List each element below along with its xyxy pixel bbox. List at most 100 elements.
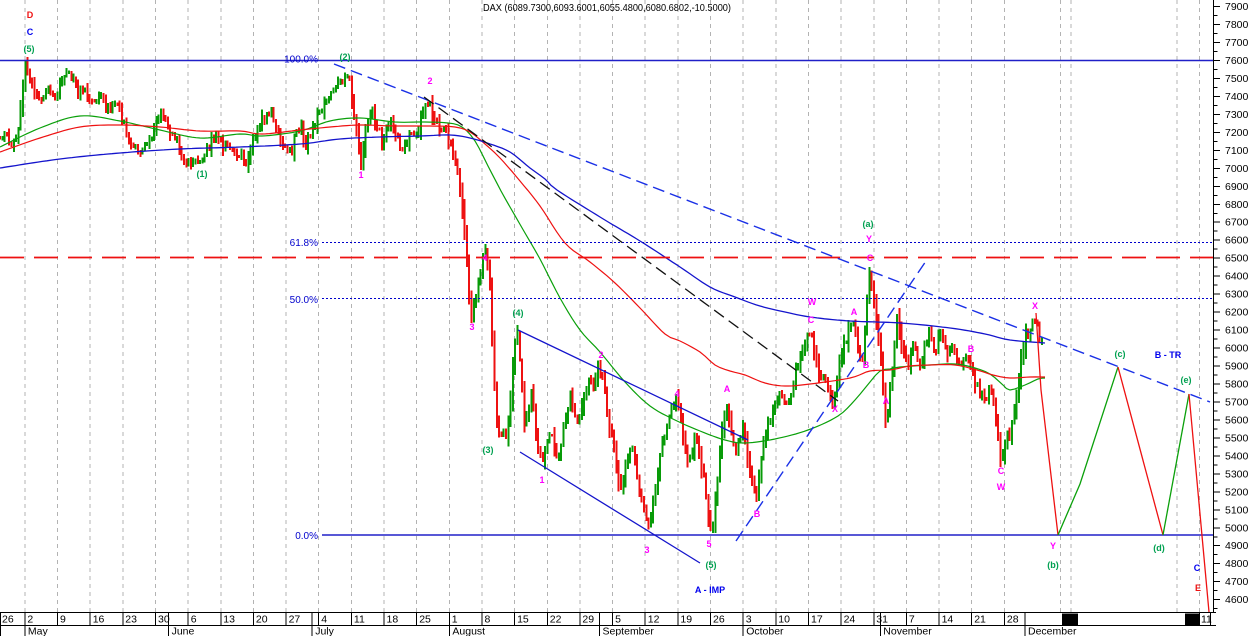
svg-text:7000: 7000 [1225,163,1249,175]
svg-text:13: 13 [223,614,235,626]
svg-text:11: 11 [1201,614,1212,626]
svg-text:(5): (5) [24,44,35,54]
svg-text:12: 12 [648,614,660,626]
svg-text:26: 26 [713,614,725,626]
svg-text:November: November [883,626,932,636]
svg-text:5700: 5700 [1225,397,1249,409]
svg-text:4600: 4600 [1225,594,1249,606]
svg-text:2: 2 [427,76,432,86]
svg-text:19: 19 [680,614,692,626]
svg-text:5900: 5900 [1225,361,1249,373]
svg-text:6900: 6900 [1225,181,1249,193]
svg-text:26: 26 [2,614,14,626]
svg-text:6800: 6800 [1225,199,1249,211]
svg-text:31: 31 [876,614,888,626]
svg-text:18: 18 [387,614,399,626]
svg-text:10: 10 [778,614,790,626]
svg-text:7400: 7400 [1225,91,1249,103]
svg-text:8: 8 [485,614,491,626]
svg-text:100.0%: 100.0% [284,55,318,66]
svg-text:5: 5 [615,614,621,626]
svg-text:1: 1 [358,170,363,180]
svg-text:24: 24 [844,614,856,626]
svg-text:5: 5 [706,539,711,549]
svg-text:(c): (c) [1115,349,1126,359]
svg-text:28: 28 [1007,614,1019,626]
svg-text:B - TR: B - TR [1155,350,1182,360]
svg-text:27: 27 [289,614,301,626]
svg-text:7600: 7600 [1225,55,1249,67]
svg-text:B: B [863,360,870,370]
svg-text:A: A [883,396,890,406]
svg-text:(4): (4) [513,308,524,318]
svg-text:6400: 6400 [1225,271,1249,283]
svg-text:D: D [27,10,34,20]
svg-text:(3): (3) [483,445,494,455]
svg-text:6600: 6600 [1225,235,1249,247]
svg-text:4: 4 [674,389,679,399]
svg-text:C: C [808,315,815,325]
svg-text:7: 7 [909,614,915,626]
svg-text:5600: 5600 [1225,414,1249,426]
svg-text:June: June [172,626,195,636]
svg-text:17: 17 [811,614,823,626]
svg-text:5200: 5200 [1225,486,1249,498]
svg-text:(a): (a) [863,219,874,229]
svg-text:6300: 6300 [1225,289,1249,301]
svg-text:E: E [1195,583,1201,593]
svg-text:A: A [851,307,858,317]
svg-text:3: 3 [746,614,752,626]
svg-text:7300: 7300 [1225,109,1249,121]
svg-text:50.0%: 50.0% [290,295,318,306]
svg-text:5300: 5300 [1225,468,1249,480]
svg-text:6000: 6000 [1225,343,1249,355]
svg-text:7900: 7900 [1225,1,1249,13]
svg-text:B: B [968,344,975,354]
svg-text:C: C [998,466,1005,476]
svg-text:7500: 7500 [1225,73,1249,85]
svg-text:B: B [754,509,761,519]
svg-text:(1): (1) [197,169,208,179]
svg-text:October: October [746,626,784,636]
svg-text:(5): (5) [706,560,717,570]
svg-text:5100: 5100 [1225,504,1249,516]
svg-text:11: 11 [354,614,365,626]
svg-text:7100: 7100 [1225,145,1249,157]
svg-text:5500: 5500 [1225,432,1249,444]
svg-text:3: 3 [644,545,649,555]
svg-text:September: September [603,626,655,636]
svg-text:15: 15 [517,614,529,626]
svg-text:X: X [832,404,838,414]
svg-text:0.0%: 0.0% [295,531,318,542]
svg-text:6100: 6100 [1225,325,1249,337]
svg-text:A: A [724,384,731,394]
svg-text:9: 9 [60,614,66,626]
svg-text:1: 1 [452,614,458,626]
svg-text:23: 23 [125,614,137,626]
svg-text:Y: Y [1050,541,1056,551]
svg-text:2: 2 [27,614,33,626]
svg-text:5400: 5400 [1225,450,1249,462]
svg-text:5800: 5800 [1225,379,1249,391]
svg-text:A - IMP: A - IMP [695,585,725,595]
svg-text:May: May [28,626,49,636]
svg-text:DAX (6089.7300,6093.6001,6055.: DAX (6089.7300,6093.6001,6055.4800,6080.… [483,2,731,14]
svg-text:4800: 4800 [1225,558,1249,570]
svg-text:7700: 7700 [1225,37,1249,49]
svg-text:(2): (2) [340,52,351,62]
svg-text:61.8%: 61.8% [290,238,318,249]
svg-text:29: 29 [582,614,594,626]
svg-text:6: 6 [191,614,197,626]
svg-text:August: August [452,626,485,636]
svg-text:22: 22 [550,614,562,626]
svg-text:30: 30 [158,614,170,626]
svg-text:C: C [27,27,34,37]
svg-text:Y: Y [866,234,872,244]
svg-text:6500: 6500 [1225,253,1249,265]
svg-text:C: C [1194,563,1201,573]
svg-text:C: C [867,253,874,263]
svg-text:4900: 4900 [1225,540,1249,552]
svg-text:1: 1 [539,475,544,485]
svg-text:W: W [808,297,817,307]
svg-text:(b): (b) [1047,560,1059,570]
